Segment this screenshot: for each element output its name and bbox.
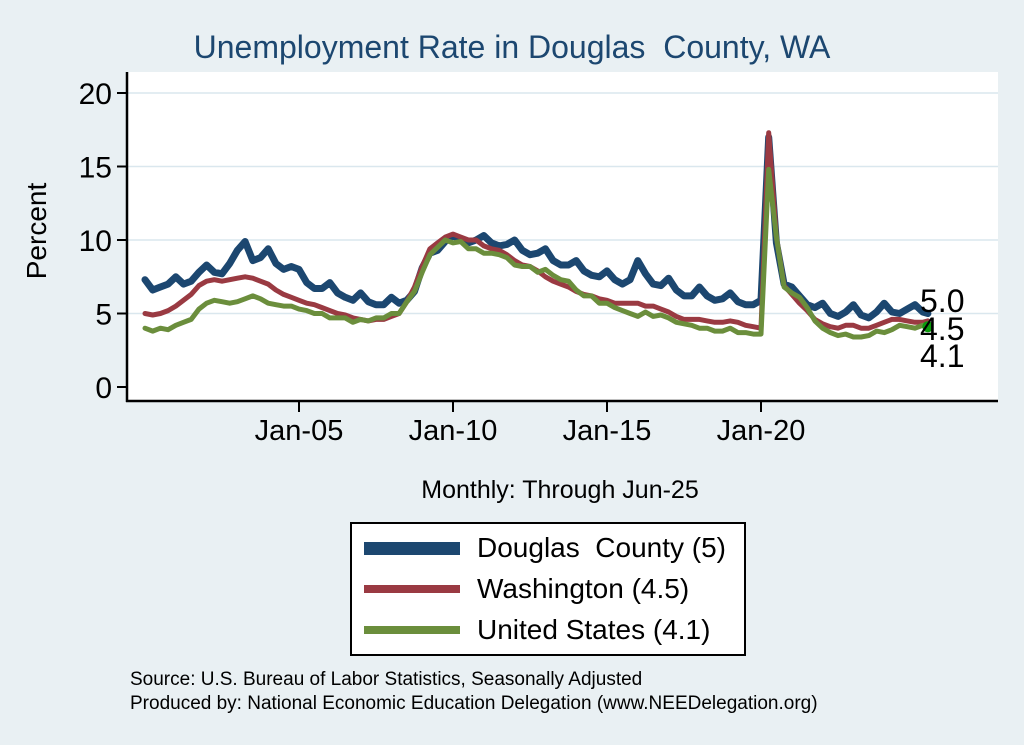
end-label-us: 4.1 — [920, 338, 964, 374]
legend-row-washington: Washington (4.5) — [364, 569, 744, 610]
plot-svg: 20 15 10 5 0 Jan-05 Jan-10 Jan-15 Jan-20… — [79, 72, 998, 447]
x-tick-jan20: Jan-20 — [717, 415, 806, 447]
chart-title: Unemployment Rate in Douglas County, WA — [193, 29, 831, 65]
source-line: Source: U.S. Bureau of Labor Statistics,… — [130, 669, 643, 690]
end-label-douglas: 5.0 — [920, 283, 964, 319]
legend-row-douglas: Douglas County (5) — [364, 528, 744, 569]
y-tick-20: 20 — [79, 78, 112, 111]
y-tick-10: 10 — [79, 225, 112, 258]
x-tick-marks — [298, 402, 762, 412]
y-tick-0: 0 — [95, 372, 112, 405]
x-tick-jan05: Jan-05 — [255, 415, 344, 447]
chart-subtitle: Monthly: Through Jun-25 — [421, 476, 699, 504]
end-labels: 5.0 4.5 4.1 — [920, 283, 964, 374]
series-layer — [141, 130, 934, 340]
source-notes: Source: U.S. Bureau of Labor Statistics,… — [130, 668, 990, 716]
plot-area — [126, 72, 998, 402]
legend-label-washington: Washington (4.5) — [477, 573, 690, 604]
legend-swatch-douglas — [364, 541, 460, 555]
end-label-washington: 4.5 — [920, 311, 964, 347]
y-tick-15: 15 — [79, 152, 112, 185]
legend-label-douglas: Douglas County (5) — [477, 532, 727, 563]
legend: Douglas County (5) Washington (4.5) Unit… — [350, 522, 746, 656]
legend-row-us: United States (4.1) — [364, 610, 744, 651]
x-tick-jan10: Jan-10 — [409, 415, 498, 447]
y-tick-labels: 20 15 10 5 0 — [79, 78, 112, 405]
y-tick-marks — [117, 92, 126, 388]
legend-swatch-us — [364, 626, 460, 634]
series-line-united-states — [142, 166, 931, 340]
x-tick-jan15: Jan-15 — [563, 415, 652, 447]
legend-label-us: United States (4.1) — [477, 614, 711, 645]
axes — [125, 72, 998, 403]
latest-point-marker — [922, 321, 934, 333]
legend-swatch-washington — [364, 585, 460, 593]
y-tick-5: 5 — [95, 299, 112, 332]
produced-by-line: Produced by: National Economic Education… — [130, 693, 818, 714]
gridlines — [126, 92, 998, 315]
x-tick-labels: Jan-05 Jan-10 Jan-15 Jan-20 — [255, 415, 806, 447]
